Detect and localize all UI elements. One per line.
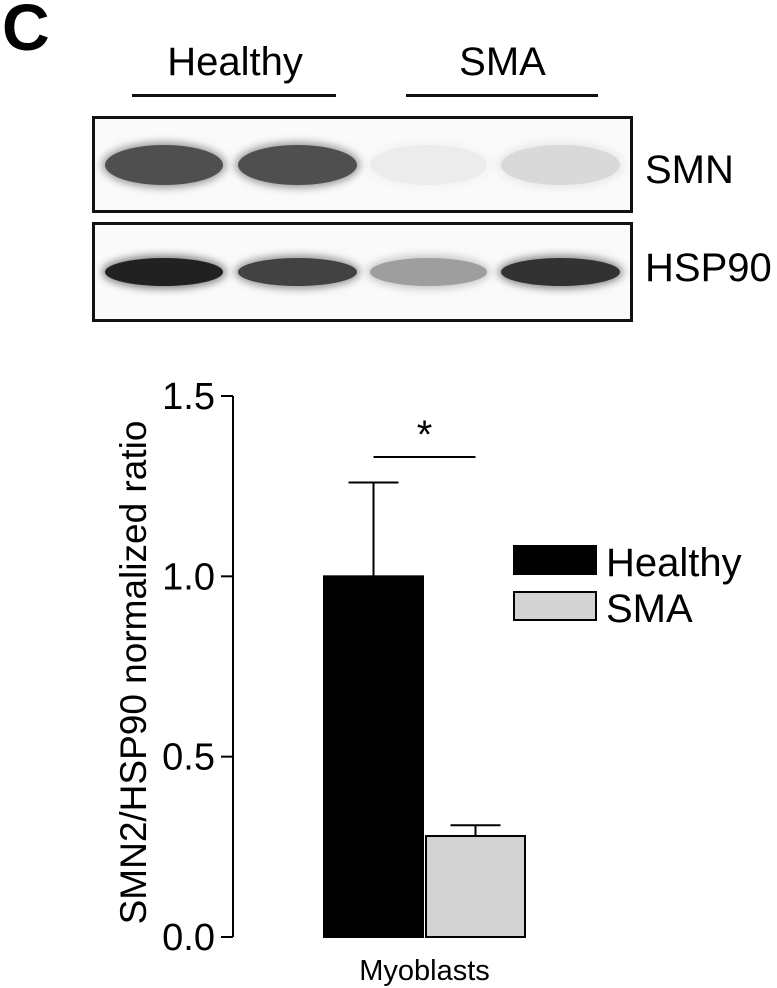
- legend-label-healthy: Healthy: [606, 541, 742, 585]
- blot-group-label-healthy: Healthy: [167, 40, 303, 84]
- legend-label-sma: SMA: [606, 587, 693, 631]
- blot-band-hsp90-lane-1: [105, 258, 223, 286]
- blot-band-hsp90-lane-3: [370, 258, 487, 286]
- y-tick-label: 1.0: [162, 556, 215, 598]
- blot-band-hsp90-lane-2: [238, 258, 357, 286]
- significance-marker: *: [417, 413, 433, 457]
- legend-swatch-sma: [513, 591, 597, 621]
- blot-band-smn-lane-2: [238, 144, 357, 185]
- blot-band-smn-lane-4: [501, 144, 620, 185]
- blot-band-smn-lane-1: [105, 144, 223, 185]
- y-tick-label: 0.0: [162, 917, 215, 959]
- bar-healthy: [323, 575, 424, 938]
- blot-strip-hsp90: [92, 222, 633, 322]
- blot-group-label-sma: SMA: [459, 40, 546, 84]
- y-axis-label: SMN2/HSP90 normalized ratio: [113, 421, 154, 925]
- y-tick-label: 0.5: [162, 737, 215, 779]
- panel-letter: C: [2, 0, 50, 64]
- blot-group-line-sma: [406, 94, 598, 97]
- bar-sma: [425, 835, 526, 938]
- blot-strip-smn: [92, 116, 633, 213]
- blot-label-hsp90: HSP90: [645, 246, 772, 290]
- blot-band-hsp90-lane-4: [501, 258, 620, 286]
- blot-group-line-healthy: [132, 94, 336, 97]
- y-tick-label: 1.5: [162, 376, 215, 418]
- x-category-label: Myoblasts: [359, 955, 490, 987]
- blot-band-smn-lane-3: [370, 144, 487, 185]
- blot-label-smn: SMN: [645, 148, 734, 192]
- legend-swatch-healthy: [513, 545, 597, 575]
